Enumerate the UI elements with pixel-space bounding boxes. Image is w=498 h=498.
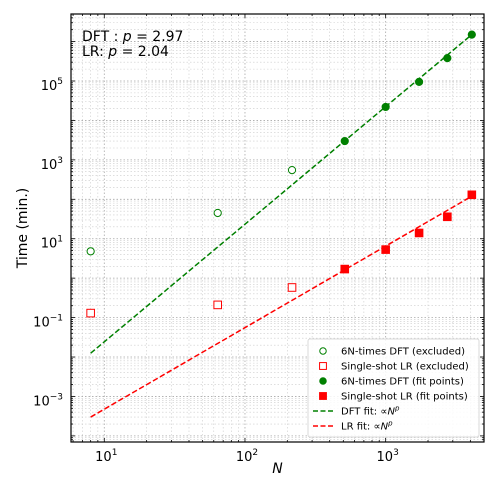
x-tick-label: 103 bbox=[377, 448, 399, 465]
data-point-series-2 bbox=[467, 30, 476, 39]
axis-ticks bbox=[71, 13, 485, 443]
legend-entry-label: LR fit: ∝Np bbox=[341, 420, 393, 433]
axis-tick-labels: 101 102 103 10−3 10−1 101 103 105 bbox=[33, 77, 399, 465]
data-point-series-2 bbox=[443, 54, 452, 63]
legend-entry-label: DFT fit: ∝Np bbox=[341, 405, 400, 418]
data-point-series-0 bbox=[287, 165, 297, 175]
legend-entry-label: 6N-times DFT (fit points) bbox=[341, 377, 464, 388]
data-point-series-2 bbox=[414, 77, 424, 86]
y-tick-label: 10−1 bbox=[33, 314, 63, 331]
data-point-series-0 bbox=[86, 247, 95, 256]
x-tick-label: 102 bbox=[236, 448, 258, 465]
legend: 6N-times DFT (excluded) Single-shot LR (e… bbox=[307, 338, 480, 438]
y-axis-label: Time (min.) bbox=[15, 188, 31, 270]
data-point-series-2 bbox=[340, 136, 349, 146]
legend-box bbox=[307, 338, 480, 438]
x-axis-label: N bbox=[272, 461, 283, 477]
dft-fit-line bbox=[90, 34, 473, 354]
annotation-lr-exponent: LR: p = 2.04 bbox=[82, 44, 169, 60]
data-point-series-3 bbox=[467, 190, 477, 200]
plot-frame bbox=[70, 13, 485, 443]
data-point-series-2 bbox=[381, 102, 390, 112]
data-point-series-3 bbox=[414, 228, 424, 238]
y-tick-label: 10−3 bbox=[33, 392, 63, 409]
legend-marker-swatch bbox=[319, 362, 327, 370]
data-point-series-3 bbox=[381, 245, 390, 254]
y-tick-label: 105 bbox=[41, 77, 63, 94]
legend-entry-label: 6N-times DFT (excluded) bbox=[341, 347, 465, 358]
y-tick-label: 103 bbox=[41, 156, 63, 173]
data-point-series-1 bbox=[287, 283, 297, 292]
legend-entry-label: Single-shot LR (fit points) bbox=[341, 392, 468, 403]
data-point-series-1 bbox=[86, 308, 95, 318]
annotation-dft-exponent: DFT : p = 2.97 bbox=[82, 29, 183, 45]
data-points bbox=[86, 30, 477, 318]
y-tick-label: 101 bbox=[41, 235, 63, 252]
legend-marker-swatch bbox=[319, 392, 327, 400]
data-point-series-3 bbox=[340, 264, 350, 274]
legend-entry-label: Single-shot LR (excluded) bbox=[341, 362, 469, 373]
x-tick-label: 101 bbox=[95, 448, 117, 465]
data-point-series-3 bbox=[443, 212, 452, 222]
legend-marker-swatch bbox=[319, 377, 327, 385]
fit-lines bbox=[90, 34, 473, 418]
lr-fit-line bbox=[90, 195, 473, 418]
data-point-series-1 bbox=[213, 300, 223, 310]
legend-marker-swatch bbox=[319, 347, 327, 355]
data-point-series-0 bbox=[213, 208, 222, 218]
